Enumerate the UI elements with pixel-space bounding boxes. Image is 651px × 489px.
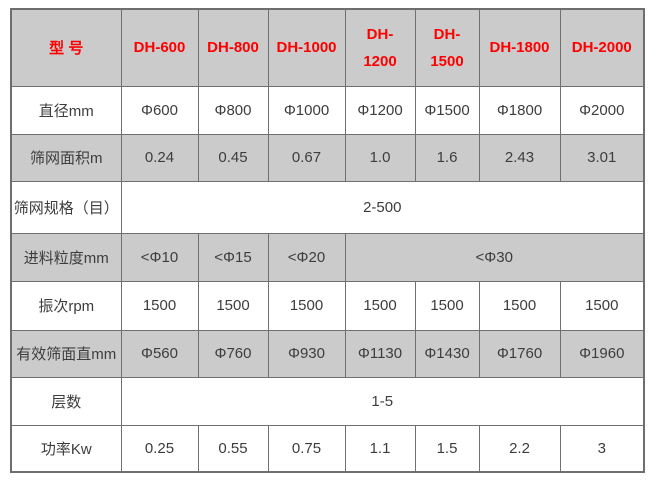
spec-cell: 1.0 bbox=[344, 133, 416, 182]
spec-cell: 0.67 bbox=[267, 133, 346, 182]
spec-cell: 1500 bbox=[559, 280, 645, 331]
spec-cell: Φ1200 bbox=[344, 85, 416, 135]
row-label: 筛网规格（目） bbox=[10, 180, 122, 234]
spec-cell: Φ1760 bbox=[478, 329, 561, 378]
header-model-dh600: DH-600 bbox=[120, 8, 199, 87]
spec-cell: 1.1 bbox=[344, 424, 416, 473]
spec-cell: 2.2 bbox=[478, 424, 561, 473]
spec-cell-merged: 1-5 bbox=[120, 376, 645, 426]
spec-cell: Φ2000 bbox=[559, 85, 645, 135]
header-model-dh1500-text: DH-1500 bbox=[430, 25, 464, 70]
header-row: 型 号 DH-600 DH-800 DH-1000 DH-1200 DH-150… bbox=[10, 8, 645, 87]
row-feed-size: 进料粒度mm <Φ10 <Φ15 <Φ20 <Φ30 bbox=[10, 232, 645, 282]
row-effective-surface: 有效筛面直mm Φ560 Φ760 Φ930 Φ1130 Φ1430 Φ1760… bbox=[10, 329, 645, 378]
row-power: 功率Kw 0.25 0.55 0.75 1.1 1.5 2.2 3 bbox=[10, 424, 645, 473]
spec-cell: Φ1800 bbox=[478, 85, 561, 135]
spec-cell: 0.75 bbox=[267, 424, 346, 473]
spec-cell: Φ800 bbox=[197, 85, 269, 135]
spec-cell: 1.5 bbox=[414, 424, 480, 473]
row-label: 筛网面积m bbox=[10, 133, 122, 182]
spec-cell: 3 bbox=[559, 424, 645, 473]
row-label: 层数 bbox=[10, 376, 122, 426]
row-vibration: 振次rpm 1500 1500 1500 1500 1500 1500 1500 bbox=[10, 280, 645, 331]
header-model-dh1000: DH-1000 bbox=[267, 8, 346, 87]
row-label: 进料粒度mm bbox=[10, 232, 122, 282]
header-model-label: 型 号 bbox=[10, 8, 122, 87]
spec-cell: Φ1960 bbox=[559, 329, 645, 378]
header-model-dh800: DH-800 bbox=[197, 8, 269, 87]
row-diameter: 直径mm Φ600 Φ800 Φ1000 Φ1200 Φ1500 Φ1800 Φ… bbox=[10, 85, 645, 135]
row-label: 振次rpm bbox=[10, 280, 122, 331]
header-model-dh1500: DH-1500 bbox=[414, 8, 480, 87]
spec-table: 型 号 DH-600 DH-800 DH-1000 DH-1200 DH-150… bbox=[10, 8, 645, 473]
header-model-dh1200: DH-1200 bbox=[344, 8, 416, 87]
spec-cell: Φ930 bbox=[267, 329, 346, 378]
header-model-dh1200-text: DH-1200 bbox=[363, 25, 397, 70]
row-label: 直径mm bbox=[10, 85, 122, 135]
spec-cell: 0.25 bbox=[120, 424, 199, 473]
spec-cell: Φ1430 bbox=[414, 329, 480, 378]
spec-cell: 1500 bbox=[344, 280, 416, 331]
spec-cell: 3.01 bbox=[559, 133, 645, 182]
spec-cell: Φ1130 bbox=[344, 329, 416, 378]
row-screen-area: 筛网面积m 0.24 0.45 0.67 1.0 1.6 2.43 3.01 bbox=[10, 133, 645, 182]
spec-cell: 0.45 bbox=[197, 133, 269, 182]
spec-cell: 1500 bbox=[120, 280, 199, 331]
row-layers: 层数 1-5 bbox=[10, 376, 645, 426]
spec-cell: <Φ10 bbox=[120, 232, 199, 282]
spec-cell: 1500 bbox=[414, 280, 480, 331]
spec-cell: <Φ20 bbox=[267, 232, 346, 282]
spec-cell: 0.55 bbox=[197, 424, 269, 473]
spec-cell-merged: 2-500 bbox=[120, 180, 645, 234]
row-label: 功率Kw bbox=[10, 424, 122, 473]
header-model-dh1800: DH-1800 bbox=[478, 8, 561, 87]
spec-cell: 1500 bbox=[197, 280, 269, 331]
spec-cell: 0.24 bbox=[120, 133, 199, 182]
spec-cell: Φ1000 bbox=[267, 85, 346, 135]
spec-cell: Φ760 bbox=[197, 329, 269, 378]
row-mesh-spec: 筛网规格（目） 2-500 bbox=[10, 180, 645, 234]
spec-cell: Φ600 bbox=[120, 85, 199, 135]
row-label: 有效筛面直mm bbox=[10, 329, 122, 378]
spec-cell: 1.6 bbox=[414, 133, 480, 182]
spec-cell-merged: <Φ30 bbox=[344, 232, 645, 282]
spec-cell: 1500 bbox=[267, 280, 346, 331]
spec-cell: Φ1500 bbox=[414, 85, 480, 135]
spec-cell: 1500 bbox=[478, 280, 561, 331]
spec-cell: <Φ15 bbox=[197, 232, 269, 282]
spec-cell: 2.43 bbox=[478, 133, 561, 182]
header-model-dh2000: DH-2000 bbox=[559, 8, 645, 87]
spec-cell: Φ560 bbox=[120, 329, 199, 378]
